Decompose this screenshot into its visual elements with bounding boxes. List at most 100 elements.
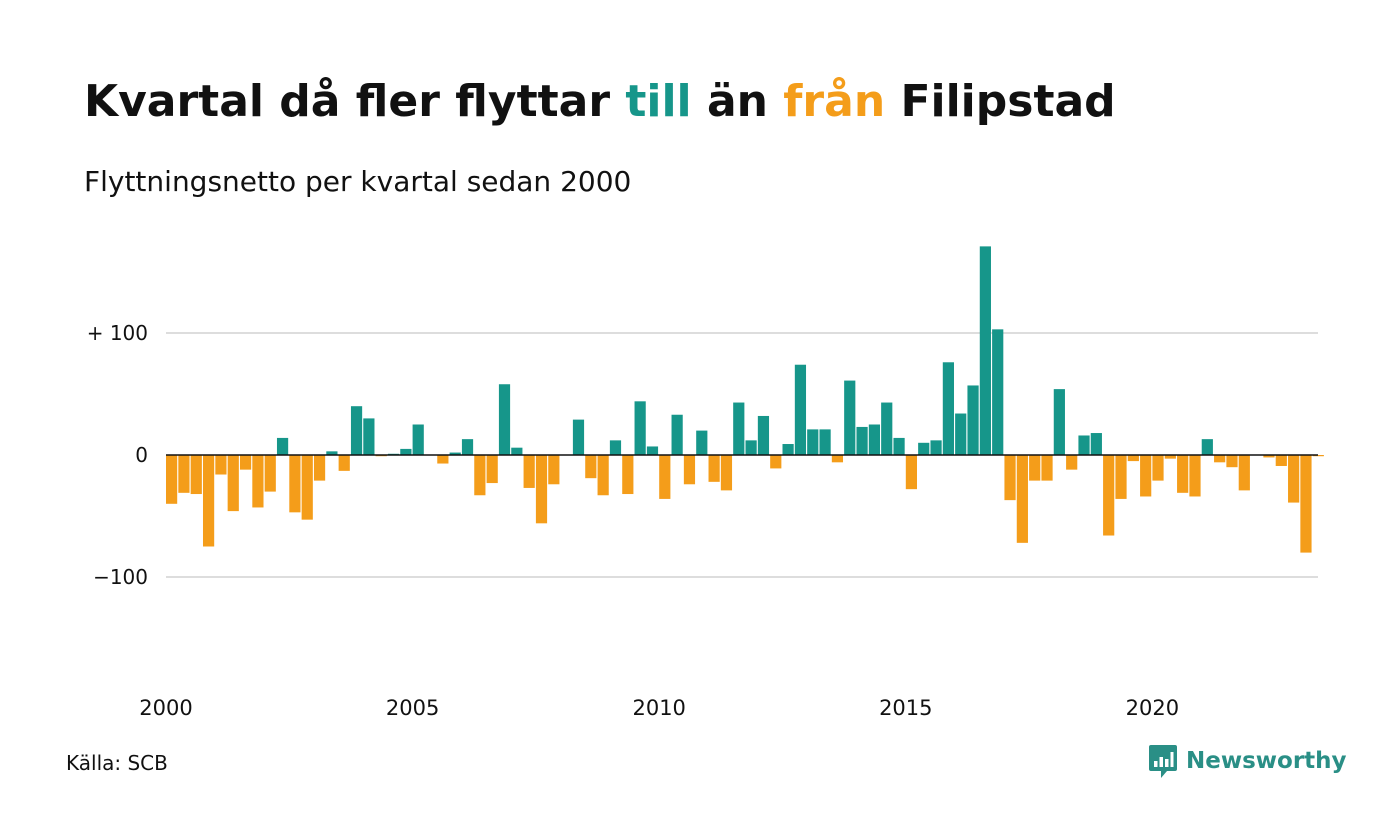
bar: [400, 448, 412, 455]
bar: [745, 440, 757, 455]
bar: [511, 447, 523, 455]
bar: [1177, 455, 1189, 493]
title-highlight-till: till: [625, 76, 692, 127]
bar: [646, 446, 659, 455]
bar: [634, 401, 646, 455]
x-tick-label: 2000: [139, 696, 192, 720]
bar: [178, 455, 190, 493]
bar: [671, 414, 683, 455]
bar: [905, 455, 917, 490]
bar: [412, 424, 424, 455]
bar: [930, 440, 942, 455]
bar: [215, 455, 227, 475]
bar: [757, 415, 770, 455]
bar: [1127, 455, 1139, 462]
x-tick-label: 2005: [386, 696, 439, 720]
bar: [1300, 455, 1312, 553]
bar: [1016, 455, 1028, 543]
bar: [1041, 455, 1053, 481]
y-tick-label: −100: [93, 565, 148, 589]
bar: [289, 455, 301, 513]
bar: [1238, 455, 1250, 491]
bar-series: [166, 246, 1324, 553]
bar: [1164, 455, 1176, 459]
bar: [338, 455, 350, 471]
bar: [461, 439, 474, 455]
bar: [918, 442, 930, 455]
source-note: Källa: SCB: [66, 751, 168, 775]
bar: [264, 455, 276, 492]
chart-title: Kvartal då fler flyttar till än från Fil…: [84, 74, 1116, 130]
bar: [1312, 455, 1324, 457]
bar: [276, 437, 289, 455]
bar: [622, 455, 634, 495]
title-highlight-fran: från: [783, 76, 886, 127]
bar: [1201, 439, 1213, 455]
bar: [733, 402, 745, 455]
bar: [782, 444, 794, 455]
y-tick-label: 0: [135, 443, 148, 467]
bar: [979, 246, 991, 455]
bar: [474, 455, 486, 496]
bar: [227, 455, 239, 512]
bar: [609, 440, 622, 455]
bar: [498, 384, 511, 455]
bar: [1140, 455, 1152, 497]
bar: [1090, 433, 1102, 455]
bar: [535, 455, 548, 524]
newsworthy-logo-icon: [1149, 745, 1177, 778]
title-part-3: Filipstad: [885, 76, 1116, 127]
bar: [720, 455, 733, 491]
bar: [659, 455, 671, 499]
bar: [523, 455, 535, 488]
bar: [1004, 455, 1016, 501]
bar: [1152, 455, 1164, 481]
bar: [831, 455, 844, 463]
bar: [708, 455, 720, 482]
bar: [301, 455, 313, 520]
bar: [1066, 455, 1078, 470]
bar: [239, 455, 252, 470]
bar: [893, 437, 905, 455]
bar: [1189, 455, 1201, 497]
brand-logo[interactable]: Newsworthy: [1148, 742, 1347, 780]
bar-chart: + 100 0 −100 2000 2005 2010 2015 2020: [87, 246, 1324, 720]
x-tick-label: 2020: [1126, 696, 1179, 720]
bar: [868, 424, 881, 455]
bar: [166, 455, 178, 504]
x-tick-label: 2010: [632, 696, 685, 720]
bar: [1103, 455, 1115, 536]
bar: [1053, 389, 1065, 455]
bar: [770, 455, 782, 469]
bar: [819, 429, 831, 455]
bar: [942, 362, 954, 455]
bar: [1226, 455, 1238, 468]
bar: [696, 430, 708, 455]
bar: [1288, 455, 1300, 503]
bar: [486, 455, 498, 484]
bar: [1214, 455, 1226, 463]
bar: [597, 455, 609, 496]
bar: [1115, 455, 1127, 499]
bar: [881, 402, 893, 455]
bar: [585, 455, 597, 479]
bar: [1263, 455, 1275, 458]
x-axis-labels: 2000 2005 2010 2015 2020: [139, 696, 1179, 720]
bar: [548, 455, 560, 485]
chart-subtitle: Flyttningsnetto per kvartal sedan 2000: [84, 165, 632, 198]
bar: [252, 455, 264, 508]
bar: [955, 413, 967, 455]
bar: [967, 385, 979, 455]
x-tick-label: 2015: [879, 696, 932, 720]
bar: [572, 419, 585, 455]
bar: [313, 455, 326, 481]
y-tick-label: + 100: [87, 321, 148, 345]
bar: [844, 380, 856, 455]
bar: [449, 452, 461, 455]
bar: [1078, 435, 1090, 455]
bar: [794, 364, 807, 455]
bar: [807, 429, 819, 455]
brand-name: Newsworthy: [1186, 748, 1347, 774]
bar: [190, 455, 202, 495]
bar: [202, 455, 215, 547]
